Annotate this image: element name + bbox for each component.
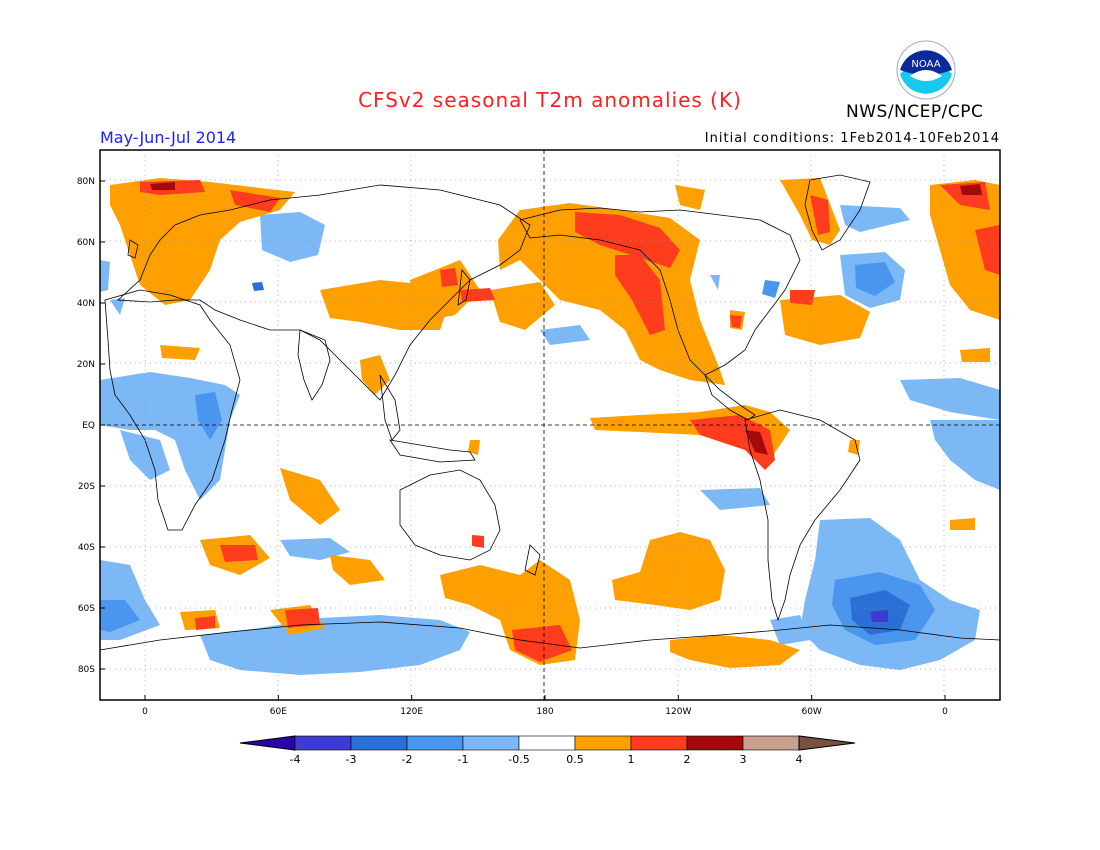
initial-conditions: Initial conditions: 1Feb2014-10Feb2014 [704, 131, 1000, 146]
lon-tick-label: 120W [665, 707, 691, 717]
colorbar-label: -1 [458, 753, 469, 766]
lon-tick-labels: 0 60E 120E 180 120W 60W 0 [142, 695, 948, 717]
colorbar-bin [574, 735, 632, 751]
lat-tick-label: 60N [77, 238, 95, 248]
colorbar-bin [462, 735, 520, 751]
colorbar-bin [798, 735, 856, 751]
lat-tick-labels: 80N 60N 40N 20N EQ 20S 40S 60S 80S [77, 177, 105, 675]
logo-text: NOAA [911, 59, 940, 70]
agency-label: NWS/NCEP/CPC [846, 102, 984, 122]
colorbar-bin [518, 735, 576, 751]
colorbar-bin [406, 735, 464, 751]
colorbar-label: -4 [290, 753, 301, 766]
colorbar-label: 4 [796, 753, 803, 766]
lon-tick-label: 60W [801, 707, 821, 717]
colorbar-bin [742, 735, 800, 751]
lat-tick-label: 60S [78, 604, 95, 614]
colorbar-bin [686, 735, 744, 751]
colorbar-label: 1 [628, 753, 635, 766]
lon-tick-label: 0 [942, 707, 948, 717]
lat-tick-label: 40S [78, 543, 95, 553]
colorbar-bin [239, 735, 296, 751]
lat-tick-label: 20S [78, 482, 95, 492]
equator-dateline [100, 150, 1000, 700]
lon-tick-label: 120E [400, 707, 423, 717]
lat-tick-label: 80N [77, 177, 95, 187]
colorbar-bin [630, 735, 688, 751]
colorbar-bin [294, 735, 352, 751]
warm-anomalies-strong [140, 180, 1000, 662]
lon-tick-label: 60E [270, 707, 287, 717]
colorbar-label: 0.5 [566, 753, 584, 766]
lat-tick-label: 20N [77, 360, 95, 370]
colorbar-label: 2 [684, 753, 691, 766]
map-title: CFSv2 seasonal T2m anomalies (K) [358, 88, 742, 112]
warm-anomalies-stronger [150, 182, 982, 455]
lat-tick-label: EQ [82, 421, 95, 431]
colorbar-bin [350, 735, 408, 751]
colorbar-label: -0.5 [508, 753, 529, 766]
forecast-period: May-Jun-Jul 2014 [100, 128, 237, 147]
lon-tick-label: 180 [536, 707, 553, 717]
colorbar-label: -2 [402, 753, 413, 766]
lat-tick-label: 80S [78, 665, 95, 675]
colorbar-label: 3 [740, 753, 747, 766]
colorbar: -4 -3 -2 -1 -0.5 0.5 1 2 3 4 [239, 735, 856, 766]
colorbar-label: -3 [346, 753, 357, 766]
lon-tick-label: 0 [142, 707, 148, 717]
lat-tick-label: 40N [77, 299, 95, 309]
coastlines [100, 174, 1000, 651]
noaa-logo: NOAA [896, 40, 956, 100]
